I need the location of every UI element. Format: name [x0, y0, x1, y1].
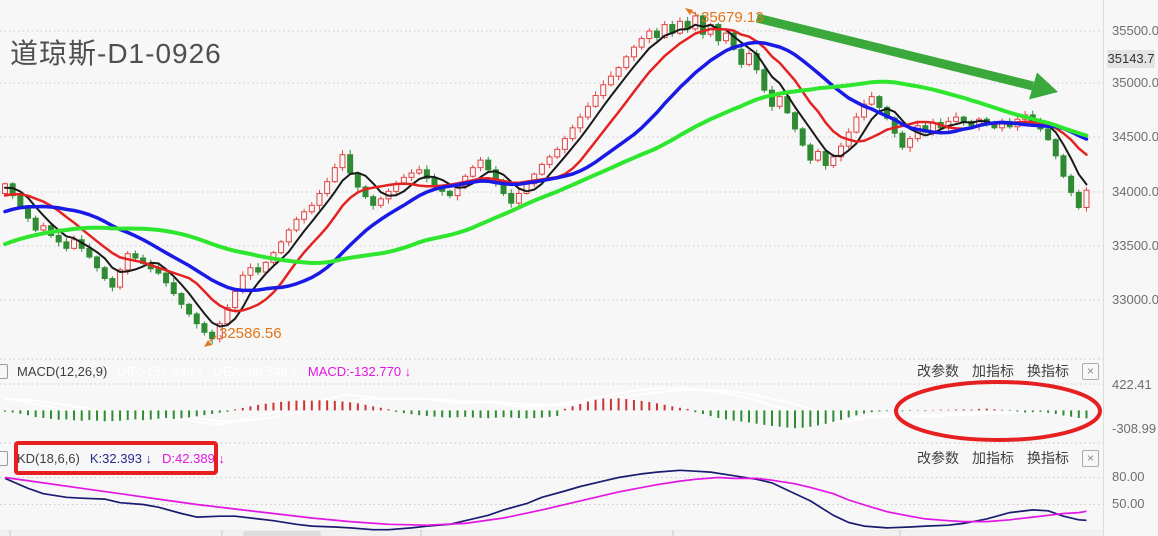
axis-label-33000: 33000.0: [1112, 292, 1158, 307]
macd-indicator-label: MACD(12,26,9): [17, 363, 108, 379]
kd-change-params-button[interactable]: 改参数: [917, 450, 959, 466]
chart-canvas[interactable]: [0, 0, 1103, 536]
macd-axis-bottom: -308.99: [1112, 421, 1157, 436]
axis-label-35000: 35000.0: [1112, 75, 1158, 90]
axis-label-35500: 35500.0: [1112, 23, 1158, 38]
macd-close-button[interactable]: ×: [1082, 362, 1099, 380]
price-axis-divider: [1103, 0, 1104, 536]
kd-panel-header: KD(18,6,6) K:32.393 ↓ D:42.389 ↓ 改参数 加指标…: [0, 447, 1103, 469]
macd-switch-indicator-button[interactable]: 换指标: [1027, 363, 1069, 379]
macd-panel-header: MACD(12,26,9) DIF:-154.933 ↓ DEA:-88.548…: [0, 360, 1103, 382]
macd-hist-value: MACD:-132.770 ↓: [307, 363, 412, 379]
macd-change-params-button[interactable]: 改参数: [917, 363, 959, 379]
kd-add-indicator-button[interactable]: 加指标: [972, 450, 1014, 466]
kd-close-button[interactable]: ×: [1082, 449, 1099, 467]
kd-axis-80: 80.00: [1112, 469, 1145, 484]
macd-add-indicator-button[interactable]: 加指标: [972, 363, 1014, 379]
scrollbar-thumb[interactable]: [243, 531, 321, 536]
last-price-badge: 35143.7: [1107, 50, 1155, 68]
kd-header-actions: 改参数 加指标 换指标 ×: [917, 448, 1103, 468]
scrollbar-track[interactable]: [0, 531, 1103, 536]
axis-label-33500: 33500.0: [1112, 238, 1158, 253]
axis-label-34000: 34000.0: [1112, 184, 1158, 199]
macd-dif-value: DIF:-154.933 ↓: [117, 363, 204, 379]
kd-axis-50: 50.00: [1112, 496, 1145, 511]
panel-collapse-icon[interactable]: [0, 363, 8, 379]
macd-header-actions: 改参数 加指标 换指标 ×: [917, 361, 1103, 381]
kd-d-value: D:42.389 ↓: [162, 450, 225, 466]
macd-axis-top: 422.41: [1112, 377, 1152, 392]
chart-title: 道琼斯-D1-0926: [10, 38, 222, 69]
axis-label-34500: 34500.0: [1112, 129, 1158, 144]
kd-switch-indicator-button[interactable]: 换指标: [1027, 450, 1069, 466]
panel-collapse-icon[interactable]: [0, 450, 8, 466]
macd-dea-value: DEA:-88.548 ↓: [213, 363, 298, 379]
kd-k-value: K:32.393 ↓: [89, 450, 153, 466]
kd-indicator-label: KD(18,6,6): [17, 450, 80, 466]
